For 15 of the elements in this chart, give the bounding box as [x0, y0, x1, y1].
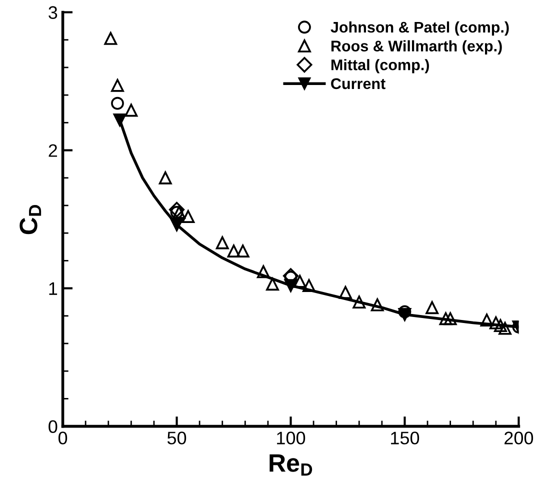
x-tick-label: 100: [277, 432, 306, 444]
y-tick-label: 3: [48, 6, 58, 19]
legend-label: Current: [331, 78, 386, 90]
x-tick-label: 150: [391, 432, 420, 444]
x-axis-title: Re$_{D}$: [270, 454, 312, 476]
y-axis-title: C$_{D}$: [20, 204, 42, 234]
legend-label: Mittal (comp.): [331, 59, 429, 74]
x-tick-label: 0: [58, 432, 68, 444]
legend-label: Johnson & Patel (comp.): [330, 21, 509, 36]
y-tick-label: 2: [48, 144, 58, 157]
x-tick-label: 200: [504, 432, 534, 444]
x-tick-label: 50: [167, 432, 186, 444]
legend-label: Roos & Willmarth (exp.): [331, 40, 502, 54]
y-tick-label: 1: [49, 282, 58, 295]
y-tick-label: 0: [48, 420, 58, 434]
